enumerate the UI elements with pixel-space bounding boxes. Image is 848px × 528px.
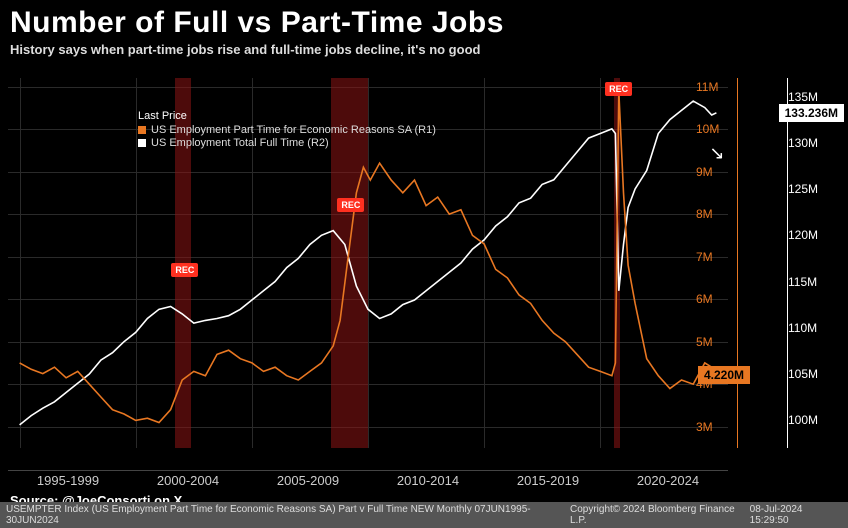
x-tick: 2015-2019	[517, 471, 579, 490]
y2-tick: 105M	[788, 367, 818, 381]
y1-last-value-tag: 4.220M	[698, 366, 750, 384]
x-tick: 2005-2009	[277, 471, 339, 490]
y1-tick: 5M	[696, 335, 713, 349]
recession-tag: REC	[605, 82, 632, 96]
x-axis: 1995-1999 2000-2004 2005-2009 2010-2014 2015…	[8, 470, 728, 490]
x-tick: 2000-2004	[157, 471, 219, 490]
y2-tick: 125M	[788, 182, 818, 196]
y1-tick: 8M	[696, 207, 713, 221]
y2-last-value-tag: 133.236M	[779, 104, 844, 122]
y2-axis: 100M 105M 110M 115M 120M 125M 130M 135M	[788, 78, 838, 448]
y1-tick: 11M	[696, 80, 718, 94]
footer-right: 08-Jul-2024 15:29:50	[750, 504, 842, 526]
y1-tick: 9M	[696, 165, 713, 179]
y2-tick: 115M	[788, 275, 817, 289]
chart-plot-area: REC REC REC Last Price US Employment Part Ti…	[8, 78, 728, 448]
legend-title: Last Price	[138, 110, 436, 122]
footer-bar: USEMPTER Index (US Employment Part Time …	[0, 502, 848, 528]
y1-tick: 6M	[696, 292, 713, 306]
x-tick: 1995-1999	[37, 471, 99, 490]
recession-tag: REC	[337, 198, 364, 212]
y2-tick: 100M	[788, 413, 818, 427]
legend: Last Price US Employment Part Time for Ec…	[138, 110, 436, 150]
recession-tag: REC	[171, 263, 198, 277]
footer-mid: Copyright© 2024 Bloomberg Finance L.P.	[570, 504, 750, 526]
footer-left: USEMPTER Index (US Employment Part Time …	[6, 504, 570, 526]
x-tick: 2010-2014	[397, 471, 459, 490]
y2-tick: 120M	[788, 228, 818, 242]
legend-item: US Employment Total Full Time (R2)	[138, 137, 436, 149]
y1-tick: 10M	[696, 122, 719, 136]
y1-axis: 3M4M5M6M7M8M9M10M11M	[696, 78, 746, 448]
chart-title: Number of Full vs Part-Time Jobs	[10, 6, 838, 40]
x-tick: 2020-2024	[637, 471, 699, 490]
y1-tick: 3M	[696, 420, 713, 434]
y1-tick: 7M	[696, 250, 713, 264]
legend-item: US Employment Part Time for Economic Rea…	[138, 124, 436, 136]
y2-tick: 135M	[788, 90, 818, 104]
y2-tick: 130M	[788, 136, 818, 150]
y2-tick: 110M	[788, 321, 817, 335]
chart-subtitle: History says when part-time jobs rise an…	[10, 42, 838, 57]
